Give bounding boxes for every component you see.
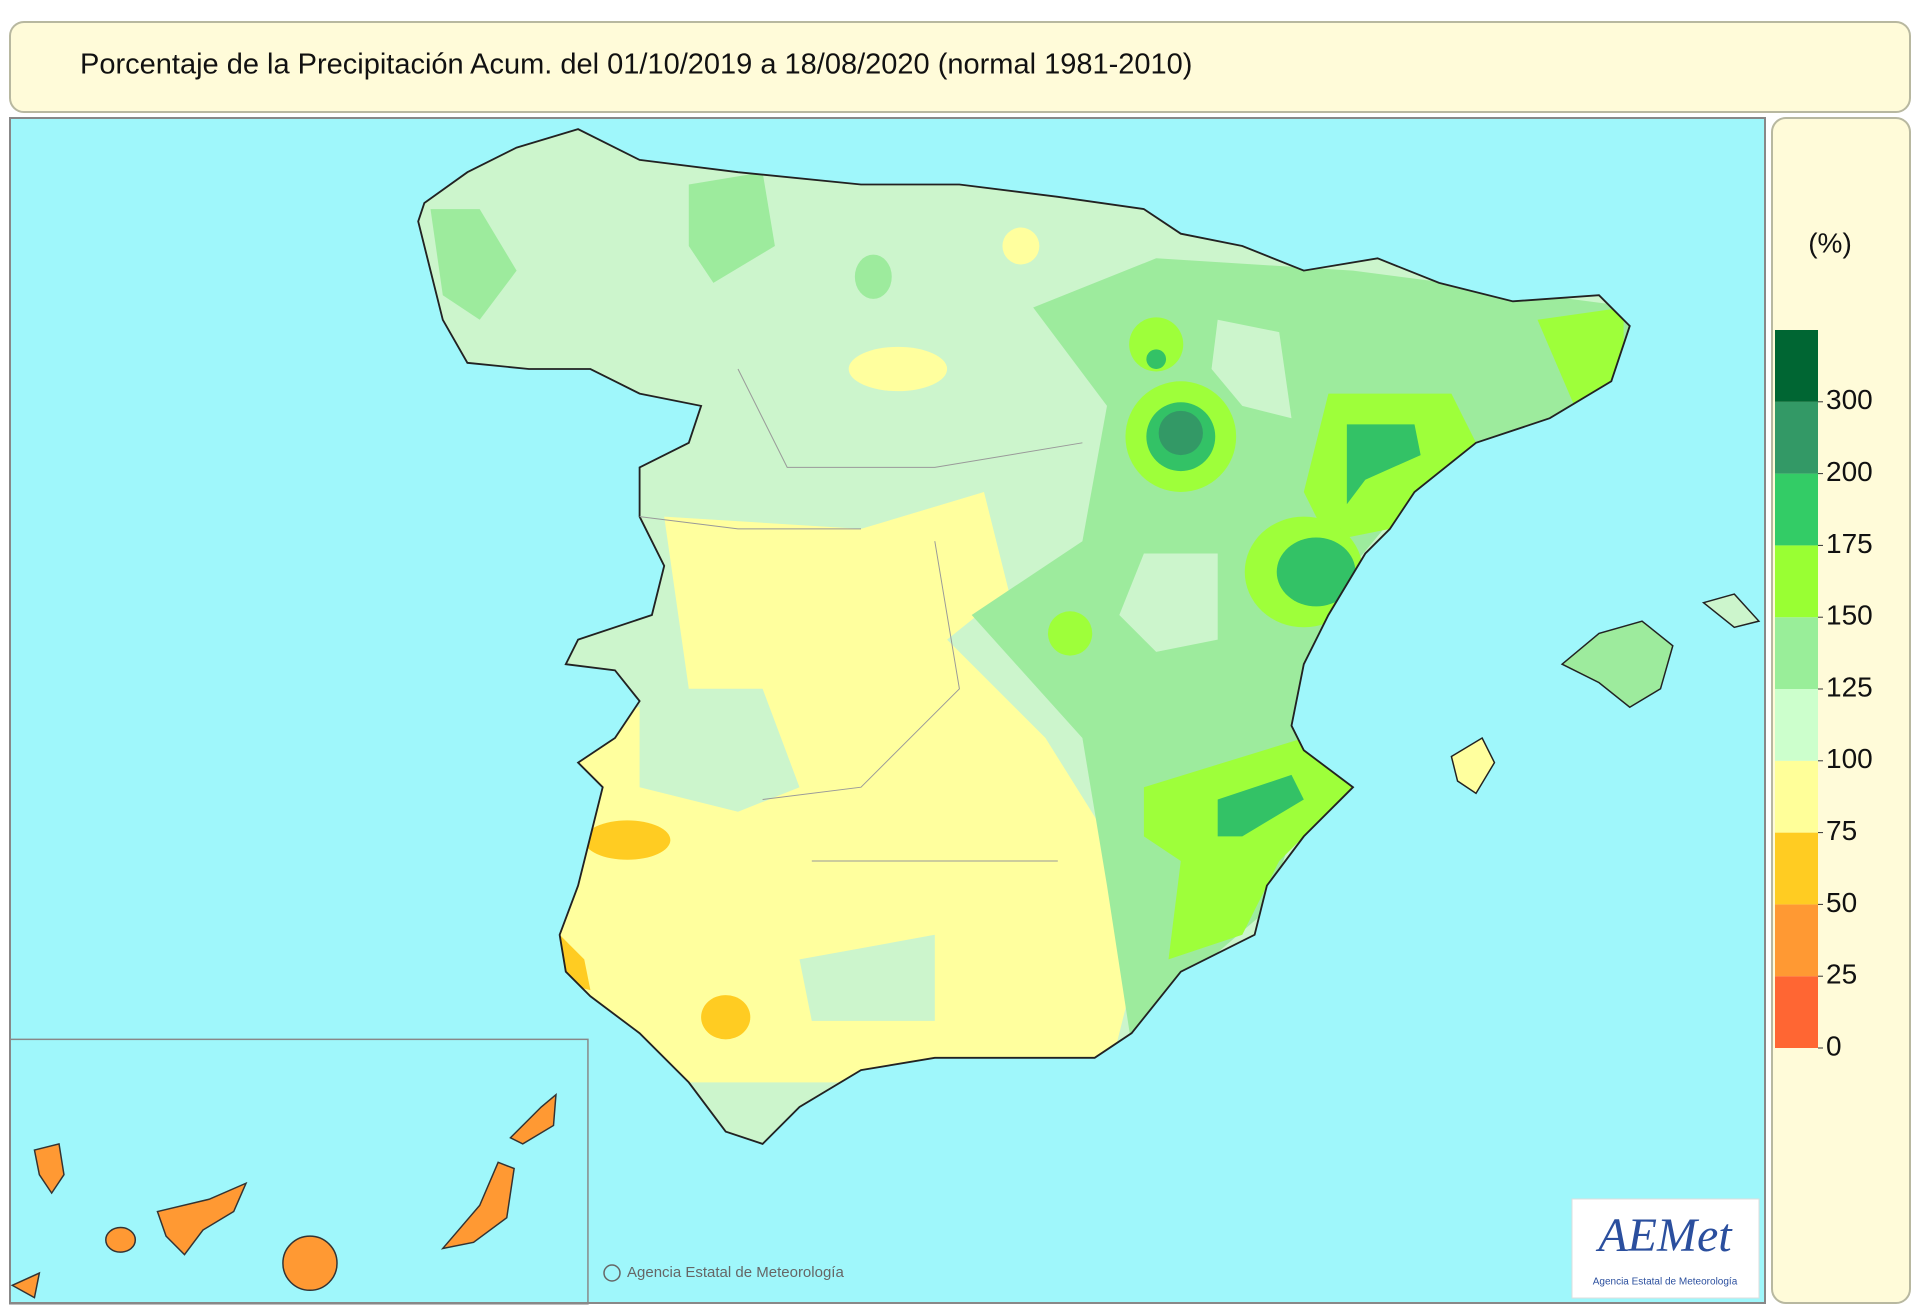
legend-scale: 0 25 50 75 100 125 150 175 200 300 — [1775, 330, 1873, 1061]
canary-inset — [9, 1038, 589, 1305]
legend-swatch — [1775, 330, 1818, 402]
legend-swatch — [1775, 904, 1818, 977]
legend-tick-label: 50 — [1826, 887, 1857, 918]
legend-tick-label: 175 — [1826, 528, 1873, 559]
legend-swatch — [1775, 832, 1818, 905]
mallorca — [1560, 620, 1674, 709]
legend-tick-label: 25 — [1826, 959, 1857, 990]
coastline — [417, 128, 1631, 1145]
title-box — [9, 21, 1911, 113]
logo-box — [1571, 1198, 1760, 1299]
borders — [639, 368, 1083, 862]
canary-islands — [10, 1093, 557, 1299]
legend-swatch — [1775, 545, 1818, 618]
legend-swatch — [1775, 617, 1818, 689]
logo-subtitle: Agencia Estatal de Meteorología — [1593, 1277, 1738, 1288]
legend-unit: (%) — [1808, 227, 1852, 258]
legend-swatch — [1775, 976, 1818, 1048]
copyright-icon — [603, 1264, 621, 1282]
menorca — [1701, 593, 1761, 629]
legend-tick-label: 75 — [1826, 815, 1857, 846]
legend-swatch — [1775, 689, 1818, 761]
logo-name: AEMet — [1595, 1209, 1733, 1262]
map-title: Porcentaje de la Precipitación Acum. del… — [80, 49, 1192, 81]
legend-tick-label: 0 — [1826, 1030, 1842, 1061]
legend-tick-label: 125 — [1826, 671, 1873, 702]
legend-tick-label: 150 — [1826, 600, 1873, 631]
legend-swatch — [1775, 760, 1818, 833]
ibiza — [1450, 736, 1496, 795]
legend-tick-label: 300 — [1826, 384, 1873, 415]
legend-swatch — [1775, 401, 1818, 474]
legend-tick-label: 100 — [1826, 743, 1873, 774]
legend-tick-label: 200 — [1826, 456, 1873, 487]
legend-swatch — [1775, 473, 1818, 546]
credit-text: Agencia Estatal de Meteorología — [627, 1264, 844, 1281]
